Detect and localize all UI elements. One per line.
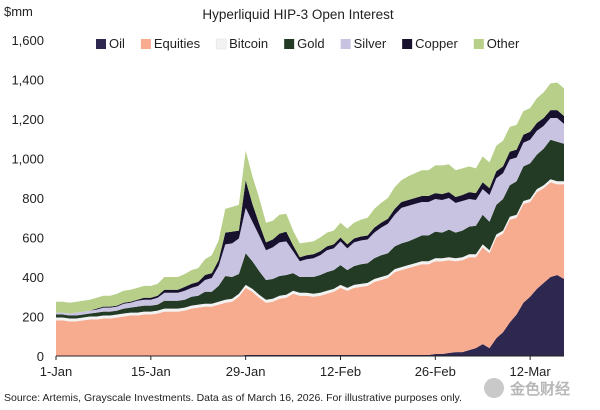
x-tick-label: 12-Feb [320,364,361,379]
legend-label-bitcoin: Bitcoin [229,36,268,51]
watermark: 金色财经 [484,378,570,398]
y-axis-unit: $mm [4,4,33,19]
legend-label-equities: Equities [154,36,201,51]
legend-label-gold: Gold [297,36,324,51]
x-tick-label: 26-Feb [415,364,456,379]
x-axis: 1-Jan 15-Jan 29-Jan 12-Feb 26-Feb 12-Mar [40,355,564,379]
source-note: Source: Artemis, Grayscale Investments. … [4,392,462,404]
legend: Oil Equities Bitcoin Gold Silver Copper Other [96,36,520,51]
area-oil [56,275,564,356]
legend-swatch-other [473,39,484,49]
y-tick-label: 1,400 [11,73,44,88]
legend-swatch-oil [96,39,106,49]
area-silver [56,118,564,316]
x-tick-label: 15-Jan [131,364,171,379]
legend-label-other: Other [487,36,520,51]
legend-label-silver: Silver [354,36,387,51]
area-gold [56,139,564,319]
watermark-text: 金色财经 [509,380,570,398]
legend-swatch-copper [402,39,413,49]
y-axis: 0 200 400 600 800 1,000 1,200 1,400 1,600 [11,33,44,364]
y-tick-label: 1,000 [11,152,44,167]
legend-label-oil: Oil [109,36,125,51]
area-equities [56,182,564,356]
y-tick-label: 1,200 [11,112,44,127]
legend-swatch-silver [340,39,351,49]
y-tick-label: 0 [37,349,44,364]
y-tick-label: 200 [22,310,44,325]
area-layer [56,82,564,356]
legend-label-copper: Copper [415,36,458,51]
y-tick-label: 400 [22,270,44,285]
y-tick-label: 600 [22,231,44,246]
chart-title: Hyperliquid HIP-3 Open Interest [202,7,394,22]
x-tick-label: 12-Mar [510,364,552,379]
legend-swatch-equities [140,39,151,49]
title-layer: $mm Hyperliquid HIP-3 Open Interest [4,4,394,22]
legend-swatch-gold [284,39,295,49]
x-tick-label: 29-Jan [226,364,266,379]
x-tick-label: 1-Jan [40,364,73,379]
legend-swatch-bitcoin [215,38,227,50]
y-tick-label: 800 [22,191,44,206]
watermark-logo-icon [484,378,504,398]
y-tick-label: 1,600 [11,33,44,48]
